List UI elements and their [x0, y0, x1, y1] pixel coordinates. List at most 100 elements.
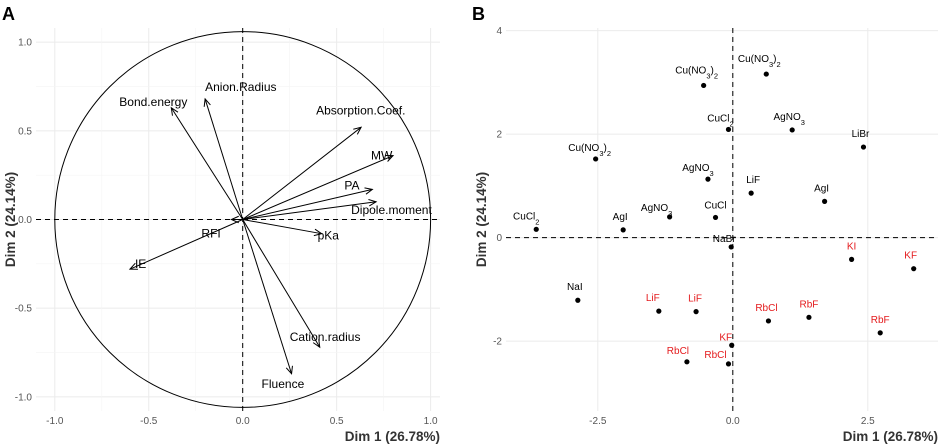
point-label: LiBr	[852, 129, 870, 140]
vector-dipole-moment	[242, 201, 377, 220]
point-label: AgNO3	[682, 163, 713, 178]
point-label: RbF	[799, 299, 818, 310]
point-marker	[593, 156, 599, 162]
variable-vectors: Anion.Radius Bond.energy Absorption.Coef. M…	[119, 80, 432, 391]
x-tick-label: -2.5	[589, 416, 607, 427]
x-tick-label: 0.0	[236, 416, 250, 427]
point-label: RbF	[871, 315, 890, 326]
point-marker	[849, 256, 855, 262]
point-marker	[705, 176, 711, 182]
vector-ie	[129, 219, 243, 270]
point-marker	[748, 190, 754, 196]
panel-a-ticks: -1.0 -0.5 0.0 0.5 1.0 -1.0 -0.5 0.0 0.5 1.0	[15, 38, 438, 427]
vector-anion-radius	[204, 98, 244, 220]
individual-points: Cu(NO3)2 Cu(NO3)2 Cu(NO3)2 CuCl2 CuCl2 AgNO3 A…	[513, 54, 917, 367]
vector-fluence	[242, 219, 293, 374]
x-tick-label: 0.5	[330, 416, 344, 427]
vector-label-dipole-moment: Dipole.moment	[351, 203, 432, 217]
point-marker	[728, 244, 734, 250]
panel-b-x-axis-title: Dim 1 (26.78%)	[843, 429, 938, 444]
point-marker	[667, 214, 673, 220]
point-label: KF	[904, 251, 917, 262]
point-label: RbCl	[704, 350, 726, 361]
point-label: NaI	[567, 282, 583, 293]
vector-arrowhead-ie	[128, 262, 138, 270]
point-marker	[877, 330, 883, 336]
point-label: AgI	[814, 183, 829, 194]
point-marker	[684, 359, 690, 365]
panel-b-y-axis-title: Dim 2 (24.14%)	[474, 172, 489, 267]
point-marker	[860, 144, 867, 150]
point-marker	[701, 82, 707, 89]
point-marker	[725, 361, 732, 367]
point-marker	[725, 126, 732, 133]
point-marker	[822, 198, 828, 204]
vector-label-pa: PA	[344, 178, 359, 192]
point-marker	[575, 297, 581, 303]
vector-arrowhead-pka	[313, 228, 323, 237]
vector-arrowhead-anion-radius	[203, 97, 211, 107]
point-marker	[693, 309, 699, 315]
y-tick-label: 2	[496, 130, 502, 141]
vector-bond-energy	[170, 107, 244, 220]
vector-mw	[242, 155, 394, 220]
y-tick-label: -2	[493, 337, 502, 348]
point-label: Cu(NO3)2	[675, 65, 718, 80]
vector-label-mw: MW	[371, 149, 393, 163]
point-marker	[533, 226, 539, 232]
vector-arrowhead-fluence	[285, 365, 293, 375]
point-label: LiF	[746, 175, 760, 186]
y-tick-label: -0.5	[15, 304, 33, 315]
y-tick-label: 0.0	[18, 215, 32, 226]
vector-label-absorption-coef: Absorption.Coef.	[316, 103, 405, 117]
panel-b-background	[506, 28, 938, 411]
vector-arrowhead-rfi	[230, 215, 239, 224]
point-marker	[763, 71, 769, 77]
y-tick-label: 4	[496, 26, 502, 37]
point-label: KF	[719, 332, 732, 343]
vector-label-fluence: Fluence	[262, 377, 305, 391]
point-marker	[806, 314, 812, 320]
point-marker	[765, 318, 772, 324]
vector-pka	[242, 219, 322, 235]
point-marker	[656, 308, 662, 314]
y-tick-label: 0.5	[18, 126, 32, 137]
y-tick-label: -1.0	[15, 392, 33, 403]
point-label: LiF	[688, 294, 702, 305]
point-label: AgNO3	[773, 112, 804, 127]
panel-a-x-axis-title: Dim 1 (26.78%)	[345, 429, 440, 444]
point-label: RbCl	[667, 346, 689, 357]
point-label: Cu(NO3)2	[738, 54, 781, 69]
vector-label-cation-radius: Cation.radius	[290, 330, 361, 344]
x-tick-label: 2.5	[861, 416, 875, 427]
point-label: RbCl	[755, 303, 777, 314]
point-label: CuCl2	[707, 113, 733, 128]
point-label: AgNO3	[641, 203, 672, 218]
point-label: AgI	[613, 212, 628, 223]
x-tick-label: 0.0	[726, 416, 740, 427]
vector-arrowhead-bond-energy	[170, 106, 179, 116]
panel-b-ticks: -2.5 0.0 2.5 -2 0 2 4	[493, 26, 875, 427]
vector-label-anion-radius: Anion.Radius	[205, 80, 276, 94]
vector-arrowhead-dipole-moment	[368, 199, 378, 207]
y-tick-label: 1.0	[18, 38, 32, 49]
vector-cation-radius	[242, 219, 321, 348]
x-tick-label: -0.5	[140, 416, 158, 427]
point-label: CuCl2	[513, 211, 539, 226]
vector-label-pka: pKa	[318, 229, 340, 243]
point-label: LiF	[646, 293, 660, 304]
y-tick-label: 0	[496, 233, 502, 244]
point-label: Cu(NO3)2	[568, 143, 611, 158]
point-marker	[729, 342, 735, 348]
panel-a-y-axis-title: Dim 2 (24.14%)	[3, 172, 18, 267]
vector-arrowhead-absorption-coef	[353, 126, 363, 135]
vector-absorption-coef	[242, 126, 362, 220]
vector-label-ie: IE	[135, 257, 146, 271]
x-tick-label: 1.0	[424, 416, 438, 427]
vector-arrowhead-mw	[385, 155, 395, 162]
point-label: CuCl	[704, 200, 726, 211]
point-label: KI	[847, 241, 856, 252]
point-marker	[620, 227, 626, 233]
panel-a-letter: A	[2, 4, 15, 24]
